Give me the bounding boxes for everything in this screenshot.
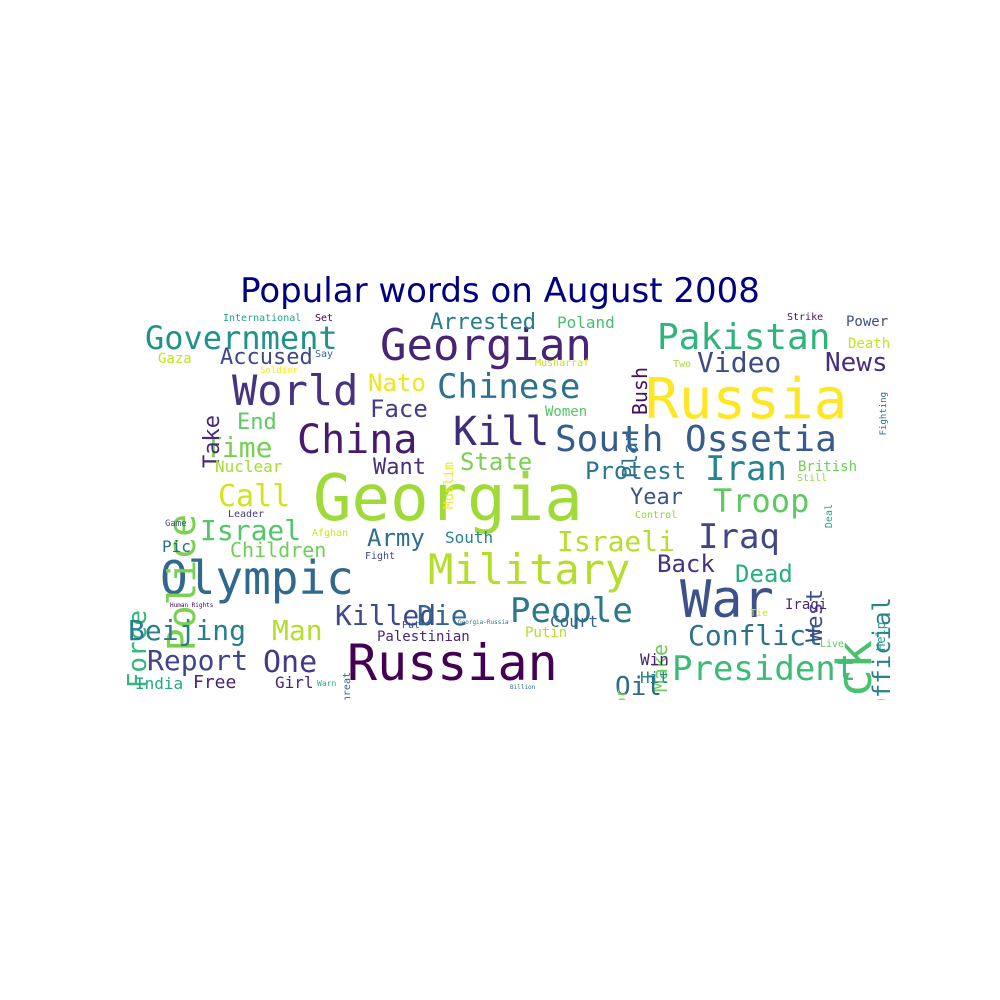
word-year: Year — [630, 485, 683, 510]
word-soldier: Soldier — [260, 366, 298, 376]
word-children: Children — [230, 538, 327, 562]
word-call: Call — [218, 479, 291, 514]
word-one: One — [263, 645, 318, 680]
word-georgia: Georgia — [313, 462, 583, 536]
word-iraqi: Iraqi — [785, 597, 828, 613]
word-warn: Warn — [317, 679, 337, 688]
word-iran: Iran — [705, 449, 787, 489]
word-palestinian: Palestinian — [377, 629, 470, 645]
word-killed: Killed — [335, 599, 437, 632]
word-strike: Strike — [787, 312, 824, 323]
word-russia: Russia — [645, 367, 848, 432]
word-human-rights: Human Rights — [170, 602, 214, 609]
word-protest: Protest — [585, 457, 687, 485]
word-south: South — [445, 528, 494, 547]
word-bush: Bush — [628, 367, 652, 416]
word-girl: Girl — [275, 673, 314, 692]
word-pic: Pic — [162, 537, 191, 556]
word-south-ossetia: South Ossetia — [555, 419, 837, 460]
word-control: Control — [635, 510, 678, 521]
word-world: World — [232, 366, 359, 415]
word-president: President — [672, 649, 857, 689]
word-end: End — [237, 410, 277, 435]
word-win: Win — [640, 650, 669, 669]
word-poland: Poland — [557, 313, 615, 332]
word-set: Set — [315, 313, 334, 324]
word-man: Man — [272, 614, 323, 647]
word-israel: Israel — [200, 514, 302, 547]
word-nuclear: Nuclear — [215, 457, 283, 476]
word-oil: Oil — [615, 672, 662, 700]
word-news: News — [825, 348, 888, 378]
word-india: India — [135, 674, 184, 693]
word-die: Die — [417, 599, 468, 632]
word-british: British — [798, 459, 858, 475]
word-state: State — [460, 448, 533, 476]
word-fighting: Fighting — [879, 392, 889, 436]
word-muslim: Muslim — [442, 462, 457, 509]
word-military: Military — [428, 545, 631, 594]
word-women: Women — [545, 404, 588, 420]
word-chinese: Chinese — [437, 367, 581, 407]
word-russian: Russian — [347, 634, 558, 692]
word-court: Court — [550, 612, 599, 631]
word-death: Death — [848, 336, 891, 352]
word-still: Still — [797, 473, 828, 484]
word-war: War — [680, 570, 774, 630]
word-free: Free — [193, 672, 237, 693]
word-say: Say — [315, 349, 334, 360]
word-arrested: Arrested — [430, 312, 536, 335]
word-game: Game — [165, 519, 187, 529]
word-china: China — [297, 417, 418, 463]
word-israeli: Israeli — [557, 525, 676, 558]
word-billion: Billion — [510, 684, 536, 691]
word-georgia-russia: Georgia-Russia — [458, 619, 509, 626]
word-accused: Accused — [220, 345, 313, 370]
word-two: Two — [673, 359, 692, 370]
word-time: Time — [205, 431, 273, 464]
word-olympic: Olympic — [160, 551, 354, 605]
word-army: Army — [367, 524, 425, 552]
word-report: Report — [147, 644, 249, 677]
word-fight: Fight — [365, 551, 396, 562]
word-tie: Tie — [750, 608, 769, 619]
word-dead: Dead — [735, 560, 793, 588]
word-gaza: Gaza — [158, 351, 192, 367]
word-live: Live — [820, 639, 845, 650]
word-power: Power — [846, 314, 889, 330]
word-georgian: Georgian — [380, 320, 592, 371]
word-video: Video — [697, 346, 782, 379]
word-put: Put — [402, 620, 421, 631]
word-help: Help — [874, 622, 888, 651]
word-musharraf: Musharraf — [535, 358, 590, 369]
word-iraq: Iraq — [698, 517, 780, 557]
word-terror: Terror — [614, 689, 630, 700]
word-nato: Nato — [368, 369, 426, 397]
word-government: Government — [145, 319, 338, 357]
word-people: People — [510, 591, 633, 631]
word-leader: Leader — [228, 509, 265, 520]
word-back: Back — [657, 550, 715, 578]
word-afghan: Afghan — [312, 528, 349, 539]
chart-title: Popular words on August 2008 — [240, 271, 760, 311]
word-threat: Threat — [342, 672, 353, 700]
word-putin: Putin — [525, 625, 568, 641]
word-pakistan: Pakistan — [657, 317, 831, 358]
word-troop: Troop — [713, 482, 810, 520]
word-beijing: Beijing — [128, 614, 247, 647]
word-kill: Kill — [453, 409, 550, 455]
word-conflict: Conflict — [688, 619, 823, 652]
word-hit: Hit — [640, 668, 669, 687]
word-want: Want — [373, 455, 426, 480]
word-international: International — [223, 313, 302, 324]
word-cloud: Georgia Russia Russian War Olympic Military Ge… — [125, 312, 900, 700]
word-face: Face — [370, 395, 428, 423]
word-deal: Deal — [824, 504, 835, 529]
